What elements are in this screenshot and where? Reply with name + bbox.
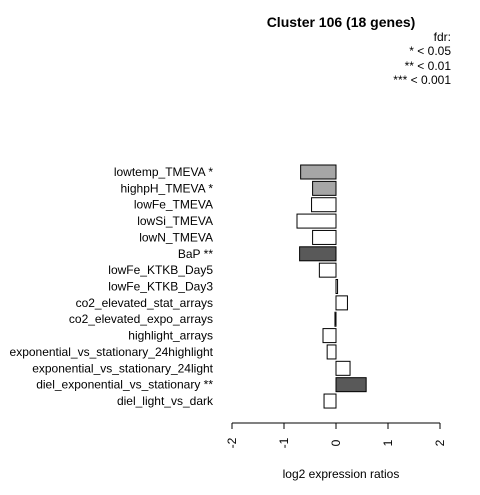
category-label-7: lowFe_KTKB_Day3 [108, 280, 213, 294]
bar-1 [312, 180, 337, 196]
bar-9 [334, 311, 337, 327]
category-label-3: lowSi_TMEVA [137, 214, 213, 228]
bar-6 [318, 262, 337, 278]
bar-14 [323, 393, 337, 409]
legend-line-1: * < 0.05 [409, 44, 451, 58]
bar-8 [335, 295, 348, 311]
category-label-9: co2_elevated_expo_arrays [69, 312, 213, 326]
x-tick-label-2: 0 [329, 439, 343, 446]
legend-line-2: ** < 0.01 [405, 59, 452, 73]
bar-2 [311, 197, 337, 213]
bar-11 [326, 344, 337, 360]
category-label-5: BaP ** [178, 247, 213, 261]
category-label-8: co2_elevated_stat_arrays [76, 296, 213, 310]
category-label-6: lowFe_KTKB_Day5 [108, 263, 213, 277]
category-label-4: lowN_TMEVA [139, 230, 213, 244]
category-labels-group: lowtemp_TMEVA * highpH_TMEVA * lowFe_TMEVA… [10, 165, 214, 408]
chart-title: Cluster 106 (18 genes) [267, 14, 416, 30]
x-axis: -2 -1 0 1 2 [225, 422, 447, 448]
category-label-13: diel_exponential_vs_stationary ** [36, 378, 213, 392]
bar-12 [335, 360, 351, 376]
category-label-2: lowFe_TMEVA [134, 198, 213, 212]
x-tick-label-4: 2 [433, 439, 447, 446]
category-label-11: exponential_vs_stationary_24highlight [10, 345, 214, 359]
legend-line-3: *** < 0.001 [393, 73, 451, 87]
bar-7 [335, 279, 339, 295]
x-tick-label-1: -1 [277, 437, 291, 448]
category-label-12: exponential_vs_stationary_24light [32, 361, 213, 375]
category-label-14: diel_light_vs_dark [117, 394, 214, 408]
bar-4 [312, 229, 337, 245]
x-axis-label: log2 expression ratios [283, 467, 400, 481]
bar-0 [300, 164, 337, 180]
bar-3 [296, 213, 337, 229]
category-label-10: highlight_arrays [128, 329, 213, 343]
category-label-1: highpH_TMEVA * [121, 181, 214, 195]
bars-group [296, 164, 367, 409]
bar-10 [322, 328, 337, 344]
x-tick-label-3: 1 [381, 439, 395, 446]
bar-13 [335, 377, 367, 393]
x-tick-label-0: -2 [225, 437, 239, 448]
category-label-0: lowtemp_TMEVA * [114, 165, 213, 179]
bar-5 [299, 246, 337, 262]
legend-line-0: fdr: [434, 30, 451, 44]
